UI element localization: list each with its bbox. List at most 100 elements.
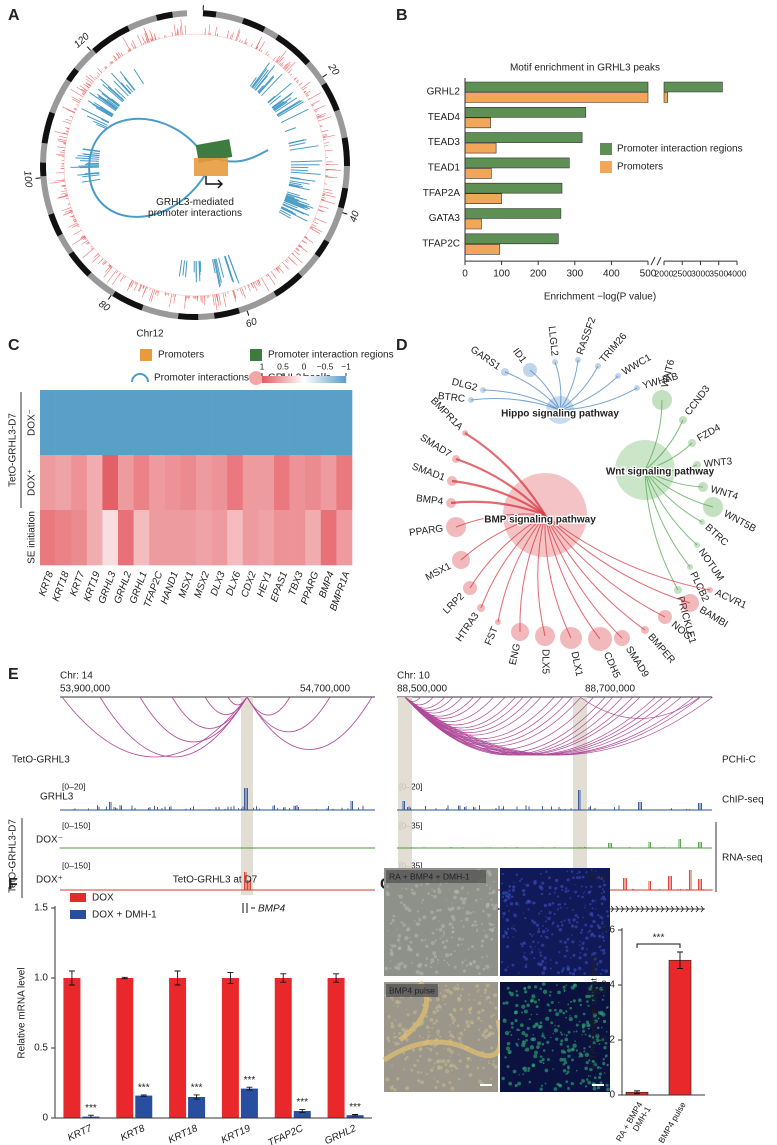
texture — [528, 1080, 532, 1084]
texture — [539, 954, 543, 957]
texture — [535, 923, 540, 927]
interaction — [251, 78, 261, 89]
peak — [302, 86, 307, 91]
gene-node — [679, 416, 687, 424]
texture — [560, 920, 563, 924]
texture — [527, 985, 531, 989]
interaction — [290, 176, 301, 180]
heatmap-cell — [71, 510, 88, 566]
texture — [545, 962, 547, 964]
texture — [418, 1035, 421, 1038]
texture — [418, 918, 422, 922]
texture — [571, 934, 573, 936]
texture — [514, 1019, 518, 1023]
texture — [510, 895, 514, 899]
texture — [451, 1021, 455, 1025]
tick — [322, 73, 328, 78]
texture — [539, 951, 542, 954]
peak — [79, 98, 82, 101]
texture — [449, 1013, 453, 1017]
colorbar-step — [268, 376, 271, 383]
texture — [501, 934, 506, 939]
ideogram-band — [337, 187, 349, 209]
texture — [602, 890, 606, 894]
peak — [146, 287, 149, 290]
texture — [585, 871, 588, 874]
texture — [508, 910, 511, 912]
texture — [593, 951, 597, 955]
texture — [445, 988, 450, 994]
category-label: TFAP2A — [423, 188, 461, 199]
texture — [402, 996, 405, 999]
error-bar — [677, 951, 683, 969]
texture — [579, 1082, 583, 1085]
texture — [587, 1080, 592, 1085]
gene-label: WNT3 — [703, 456, 733, 470]
peak — [129, 48, 132, 51]
peak — [311, 224, 317, 227]
texture — [461, 888, 463, 891]
texture — [598, 885, 602, 889]
texture — [397, 946, 401, 950]
texture — [588, 986, 593, 991]
peak — [247, 284, 251, 292]
texture — [476, 887, 480, 892]
texture — [457, 1078, 461, 1081]
texture — [428, 998, 433, 1002]
heatmap-cell — [211, 455, 228, 511]
texture — [548, 994, 552, 997]
loop-arc — [99, 696, 248, 758]
texture — [474, 948, 476, 951]
heatmap-cell — [118, 510, 134, 566]
texture — [569, 1006, 573, 1010]
error-bar — [227, 971, 234, 985]
texture — [565, 1010, 568, 1013]
texture — [432, 951, 437, 956]
texture — [445, 899, 447, 902]
texture — [560, 1033, 563, 1036]
gene-label: SMAD7 — [418, 432, 453, 460]
texture — [405, 887, 408, 891]
edge — [497, 514, 546, 623]
texture — [544, 966, 547, 969]
texture — [522, 893, 526, 897]
bar — [464, 193, 502, 204]
ideogram-band — [321, 82, 340, 112]
texture — [604, 1020, 607, 1023]
texture — [472, 910, 475, 913]
texture — [491, 891, 495, 895]
peak — [82, 92, 86, 95]
texture — [579, 951, 582, 954]
peak — [279, 63, 282, 66]
category-label: TEAD4 — [428, 112, 461, 123]
colorbar-step — [262, 376, 265, 383]
peak — [295, 248, 299, 252]
peak — [229, 34, 232, 39]
category-label: GATA3 — [429, 213, 461, 224]
peak — [305, 90, 311, 95]
texture — [567, 889, 570, 892]
peak — [65, 118, 72, 122]
tick-label: 4000 — [728, 268, 747, 278]
peak — [134, 281, 137, 284]
texture — [545, 927, 548, 930]
texture — [477, 989, 480, 992]
texture — [492, 1013, 496, 1016]
texture — [515, 1003, 519, 1008]
peak — [74, 108, 77, 110]
texture — [482, 968, 485, 971]
texture — [532, 921, 537, 925]
peak — [142, 36, 146, 44]
loop-arc — [204, 696, 248, 715]
texture — [449, 1055, 451, 1058]
peak — [286, 61, 296, 72]
texture — [578, 956, 582, 960]
texture — [505, 891, 509, 895]
texture — [469, 911, 472, 915]
texture — [548, 1005, 550, 1007]
signal-track — [397, 790, 712, 811]
texture — [580, 928, 584, 932]
texture — [562, 1057, 567, 1062]
texture — [444, 1069, 450, 1074]
peak — [323, 188, 332, 191]
